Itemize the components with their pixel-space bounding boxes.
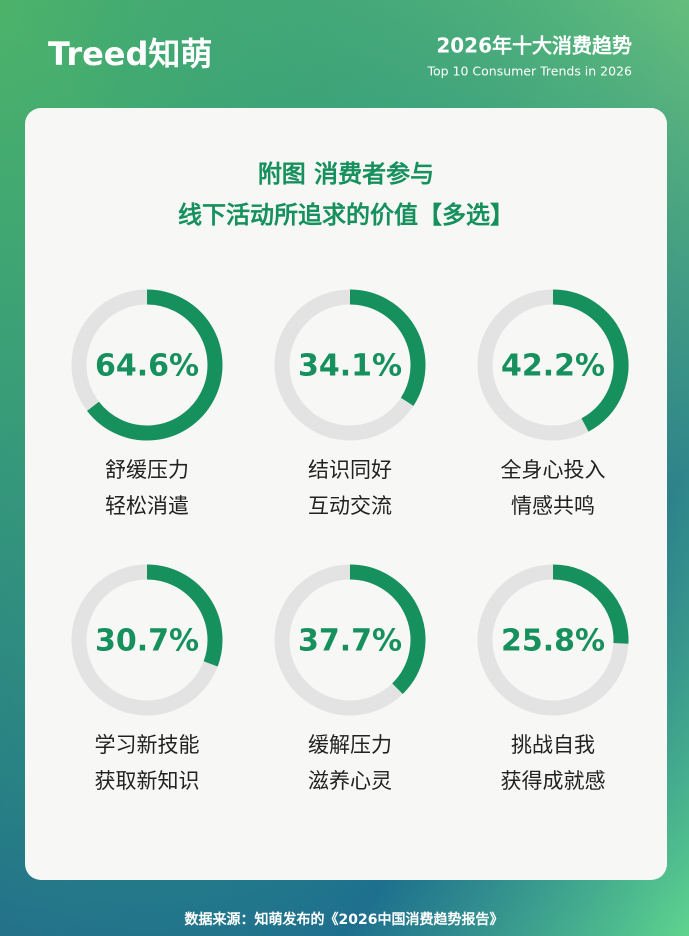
value-label: 37.7% [298, 624, 402, 659]
category-label: 舒缓压力 [105, 458, 189, 482]
category-label: 结识同好 [308, 458, 392, 482]
category-label: 情感共鸣 [511, 494, 595, 518]
donut-arc [146, 564, 223, 667]
donut-arc [349, 564, 426, 695]
category-label: 缓解压力 [308, 733, 392, 757]
header-title: 2026年十大消费趋势 [436, 34, 632, 58]
category-label: 轻松消遣 [105, 494, 189, 518]
value-label: 42.2% [501, 349, 605, 384]
category-label: 全身心投入 [501, 458, 606, 482]
figure-title: 附图 消费者参与 [258, 160, 434, 188]
category-label: 互动交流 [308, 494, 392, 518]
donut-arc [552, 564, 629, 644]
logo: Treed知萌 [48, 35, 212, 73]
category-label: 获得成就感 [501, 769, 606, 793]
category-label: 获取新知识 [95, 769, 200, 793]
footer: 数据来源：知萌发布的《2026中国消费趋势报告》 [185, 911, 504, 928]
category-label: 学习新技能 [95, 733, 200, 757]
value-label: 34.1% [298, 349, 402, 384]
donut-arc [349, 289, 426, 406]
value-label: 30.7% [95, 624, 199, 659]
category-label: 滋养心灵 [308, 769, 392, 793]
donut-arc [87, 289, 223, 441]
value-label: 64.6% [95, 349, 199, 384]
category-label: 挑战自我 [511, 733, 595, 757]
value-label: 25.8% [501, 624, 605, 659]
donut-arc [552, 289, 629, 432]
header-subtitle: Top 10 Consumer Trends in 2026 [426, 64, 632, 79]
figure-title: 线下活动所追求的价值【多选】 [178, 201, 514, 229]
